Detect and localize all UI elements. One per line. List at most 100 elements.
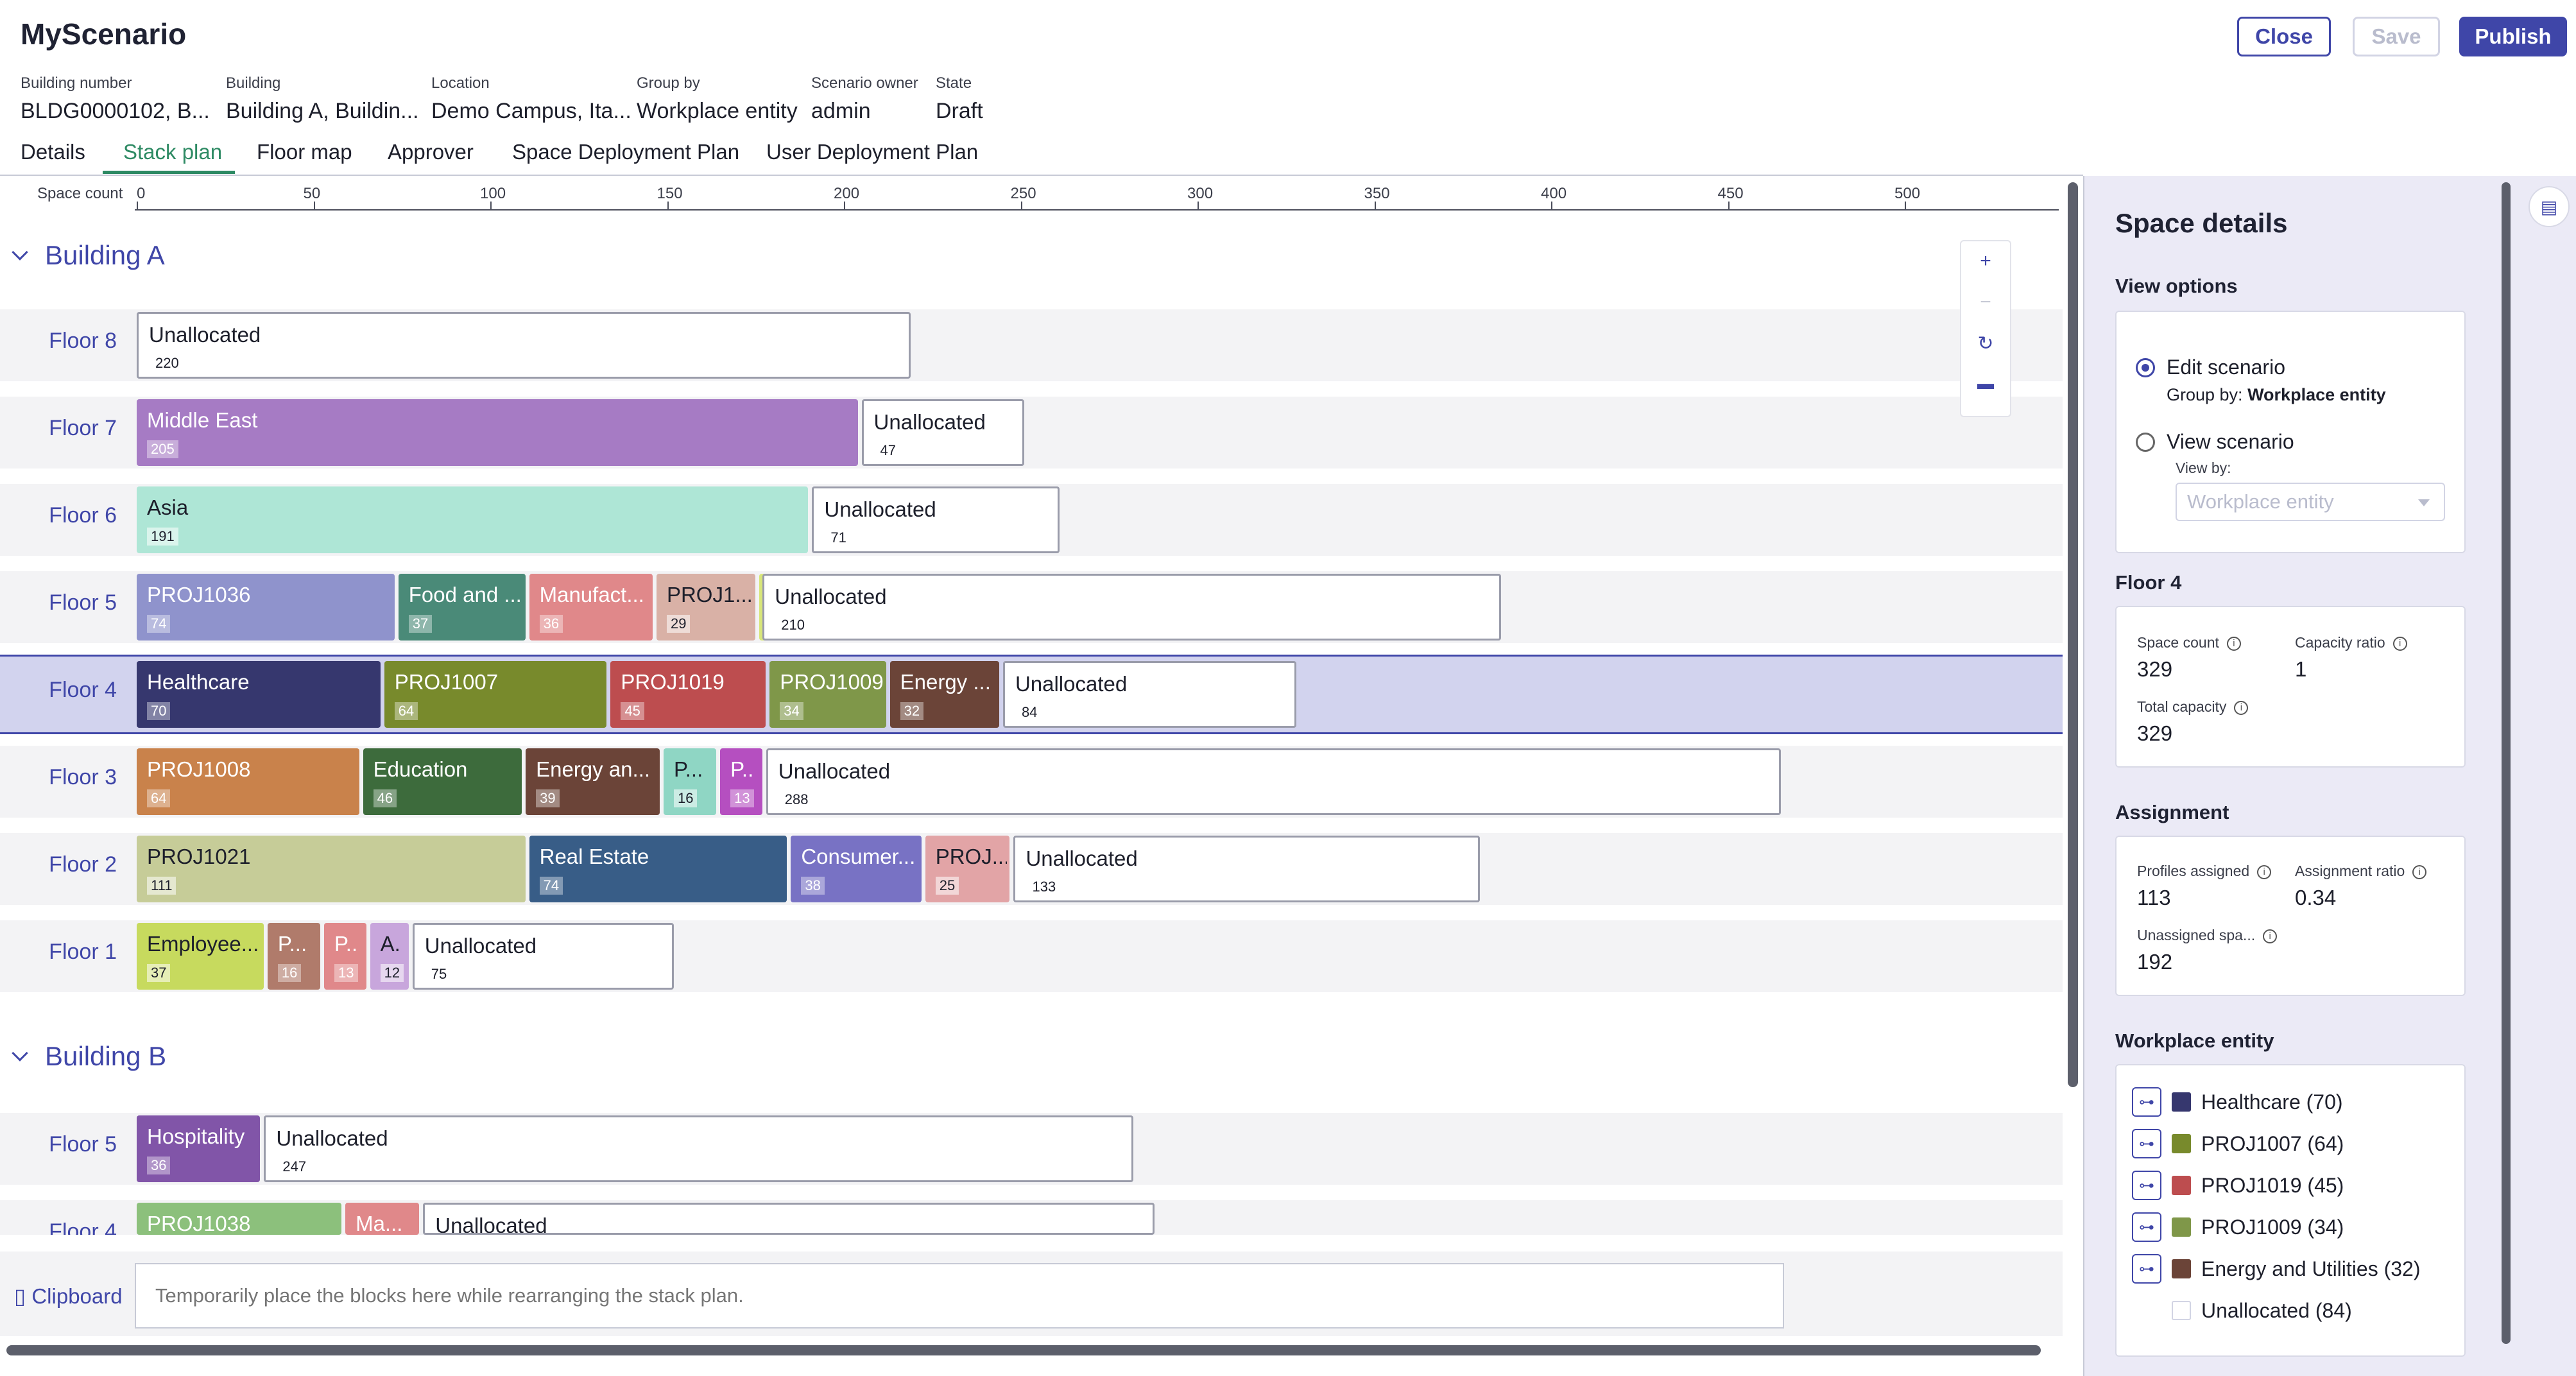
block-name: Unallocated (424, 934, 537, 958)
entity-legend-item[interactable]: ⊶ PROJ1019 (45) (2132, 1169, 2344, 1201)
entity-block[interactable]: Food and ... 37 (398, 574, 526, 641)
block-name: Consumer... (801, 845, 916, 868)
entity-block[interactable]: PROJ1021 111 (137, 836, 526, 902)
block-count: 36 (147, 1157, 171, 1174)
panel-scrollbar[interactable] (2502, 182, 2511, 1344)
unallocated-block[interactable]: Unallocated 47 (861, 399, 1024, 466)
entity-block[interactable]: Manufact... 36 (529, 574, 653, 641)
tab-details[interactable]: Details (21, 140, 85, 164)
info-icon[interactable]: i (2412, 864, 2427, 879)
unallocated-block[interactable]: Unallocated208 (423, 1203, 1155, 1235)
building-header[interactable]: Building A (12, 240, 165, 271)
axis-tick-label: 100 (480, 185, 506, 202)
tab-space-deployment-plan[interactable]: Space Deployment Plan (512, 140, 740, 164)
hierarchy-icon[interactable]: ⊶ (2132, 1171, 2161, 1200)
tab-stack-plan[interactable]: Stack plan (123, 140, 223, 164)
clipboard-drop-zone[interactable] (135, 1263, 1784, 1329)
view-options-title: View options (2115, 275, 2238, 297)
building-name: Building A (45, 240, 165, 270)
entity-block[interactable]: PROJ1... 29 (656, 574, 755, 641)
axis-tick-label: 50 (303, 185, 321, 202)
entity-block[interactable]: PROJ... 25 (925, 836, 1010, 902)
entity-block[interactable]: PROJ1007 64 (384, 661, 607, 728)
info-icon[interactable]: i (2257, 864, 2272, 879)
entity-block[interactable]: Education 46 (363, 748, 522, 815)
unallocated-block[interactable]: Unallocated 247 (264, 1115, 1134, 1182)
entity-block[interactable]: PROJ1019 45 (610, 661, 766, 728)
unallocated-block[interactable]: Unallocated 210 (762, 574, 1502, 641)
horizontal-scrollbar[interactable] (6, 1345, 2041, 1355)
zoom-out-icon[interactable]: − (1980, 291, 1991, 313)
unallocated-block[interactable]: Unallocated 75 (412, 923, 674, 990)
entity-block[interactable]: Healthcare 70 (137, 661, 381, 728)
entity-block[interactable]: Energy an... 39 (526, 748, 660, 815)
block-count: 47 (880, 442, 897, 458)
view-by-select[interactable]: Workplace entity (2176, 483, 2445, 521)
block-count: 288 (784, 791, 809, 807)
tab-user-deployment-plan[interactable]: User Deployment Plan (766, 140, 979, 164)
hierarchy-icon[interactable]: ⊶ (2132, 1087, 2161, 1117)
entity-legend-label: PROJ1019 (45) (2201, 1173, 2344, 1197)
entity-block[interactable]: P.. 13 (324, 923, 366, 990)
capacity-ratio-label: Capacity ratio i (2295, 634, 2407, 651)
entity-block[interactable]: PROJ1008 64 (137, 748, 359, 815)
entity-legend-item[interactable]: ⊶ PROJ1007 (64) (2132, 1128, 2344, 1160)
vertical-scrollbar[interactable] (2068, 182, 2078, 1087)
entity-block[interactable]: Energy ... 32 (889, 661, 999, 728)
keyboard-icon[interactable]: ▬ (1977, 374, 1994, 393)
axis-tick (1374, 202, 1376, 211)
entity-block[interactable]: A. 12 (370, 923, 409, 990)
view-scenario-radio[interactable] (2136, 433, 2155, 452)
entity-block[interactable]: Real Estate 74 (529, 836, 787, 902)
unallocated-block[interactable]: Unallocated 71 (812, 486, 1060, 553)
stat-label-text: Assignment ratio (2295, 863, 2405, 879)
unallocated-block[interactable]: Unallocated 133 (1013, 836, 1481, 902)
entity-legend-item[interactable]: ⊶Unallocated (84) (2132, 1294, 2352, 1327)
entity-block[interactable]: P... 16 (267, 923, 321, 990)
unallocated-block[interactable]: Unallocated 220 (137, 312, 911, 379)
chevron-down-icon[interactable] (12, 1045, 28, 1062)
info-icon[interactable]: i (2263, 929, 2278, 943)
block-count: 38 (801, 877, 825, 895)
block-name: PROJ1009 (780, 670, 884, 694)
entity-block[interactable]: PROJ1036 74 (137, 574, 395, 641)
info-icon[interactable]: i (2234, 700, 2249, 715)
entity-legend-item[interactable]: ⊶ PROJ1009 (34) (2132, 1211, 2344, 1243)
entity-block[interactable]: Middle East 205 (137, 399, 858, 466)
tab-floor-map[interactable]: Floor map (257, 140, 352, 164)
unallocated-block[interactable]: Unallocated 84 (1002, 661, 1296, 728)
unallocated-block[interactable]: Unallocated 288 (766, 748, 1781, 815)
hierarchy-icon[interactable]: ⊶ (2132, 1129, 2161, 1158)
entity-block[interactable]: Hospitality 36 (137, 1115, 261, 1182)
entity-block[interactable]: PROJ103859 (137, 1203, 342, 1235)
details-panel-toggle-icon[interactable]: ▤ (2529, 186, 2570, 227)
entity-block[interactable]: Ma...22 (345, 1203, 420, 1235)
hierarchy-icon[interactable]: ⊶ (2132, 1254, 2161, 1284)
entity-block[interactable]: PROJ1009 34 (769, 661, 886, 728)
entity-legend-item[interactable]: ⊶ Energy and Utilities (32) (2132, 1253, 2420, 1285)
info-icon[interactable]: i (2226, 636, 2241, 651)
chevron-down-icon[interactable] (12, 244, 28, 261)
group-by-text: Group by: Workplace entity (2167, 385, 2386, 405)
color-swatch (2172, 1259, 2191, 1278)
info-icon[interactable]: i (2392, 636, 2407, 651)
entity-block[interactable]: P.. 13 (720, 748, 762, 815)
zoom-in-icon[interactable]: + (1980, 250, 1991, 271)
block-count: 13 (730, 789, 754, 807)
entity-block[interactable]: Asia 191 (137, 486, 809, 553)
edit-scenario-radio[interactable] (2136, 358, 2155, 377)
axis-tick (490, 202, 492, 211)
publish-button[interactable]: Publish (2459, 17, 2567, 56)
assignment-card (2115, 836, 2466, 996)
tab-approver[interactable]: Approver (388, 140, 474, 164)
building-header[interactable]: Building B (12, 1041, 166, 1072)
close-button[interactable]: Close (2237, 17, 2331, 56)
entity-block[interactable]: Employee... 37 (137, 923, 264, 990)
save-button[interactable]: Save (2353, 17, 2440, 56)
entity-block[interactable]: P... 16 (663, 748, 717, 815)
entity-block[interactable]: Consumer... 38 (791, 836, 922, 902)
entity-legend-item[interactable]: ⊶ Healthcare (70) (2132, 1086, 2343, 1118)
block-count: 111 (147, 877, 176, 895)
hierarchy-icon[interactable]: ⊶ (2132, 1212, 2161, 1242)
reset-icon[interactable]: ↻ (1977, 333, 1994, 354)
